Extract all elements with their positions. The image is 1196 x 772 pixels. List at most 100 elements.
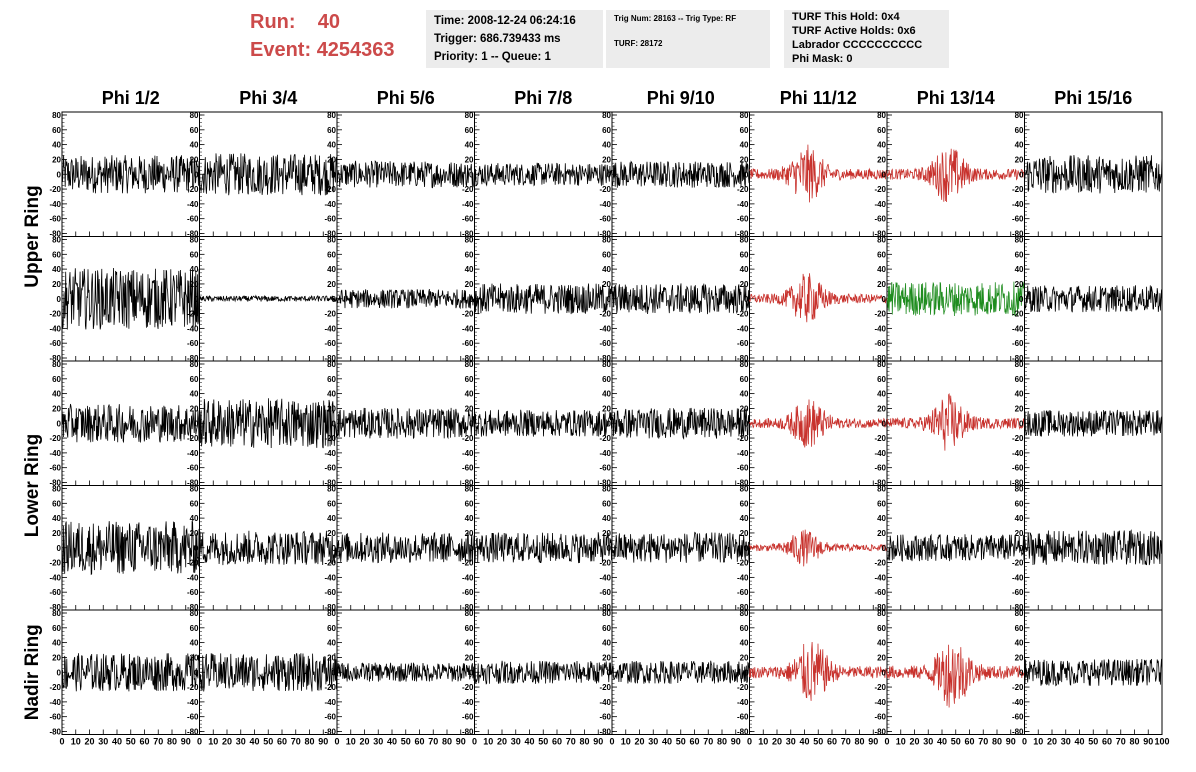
y-tick-label: 40	[1015, 390, 1024, 399]
y-tick-label: -60	[187, 464, 199, 473]
x-tick-label: 30	[1061, 737, 1071, 747]
y-tick-label: 40	[52, 639, 61, 648]
y-tick-label: 60	[190, 624, 199, 633]
waveform-trace	[611, 283, 750, 315]
y-tick-label: 0	[469, 170, 474, 179]
x-tick-label: 20	[84, 737, 94, 747]
y-tick-label: 80	[52, 360, 61, 369]
column-label: Phi 1/2	[102, 88, 160, 108]
y-tick-label: -80	[324, 728, 336, 737]
y-tick-label: 40	[327, 390, 336, 399]
x-tick-label: 60	[139, 737, 149, 747]
x-tick-label: 80	[992, 737, 1002, 747]
y-tick-label: 40	[327, 514, 336, 523]
y-tick-label: 80	[327, 111, 336, 120]
y-tick-label: 20	[602, 653, 611, 662]
y-tick-label: 80	[602, 111, 611, 120]
y-tick-label: 40	[465, 514, 474, 523]
y-tick-label: 20	[1015, 280, 1024, 289]
x-tick-label: 40	[524, 737, 534, 747]
y-tick-label: 20	[877, 280, 886, 289]
event-label: Event:	[250, 39, 312, 61]
y-tick-label: 40	[1015, 265, 1024, 274]
y-tick-label: 0	[332, 170, 337, 179]
y-tick-label: 60	[327, 250, 336, 259]
y-tick-label: 60	[1015, 375, 1024, 384]
y-tick-label: -80	[599, 603, 611, 612]
y-tick-label: -20	[737, 559, 749, 568]
y-tick-label: 20	[52, 155, 61, 164]
y-tick-label: 20	[327, 155, 336, 164]
y-tick-label: 40	[465, 265, 474, 274]
y-tick-label: -40	[324, 324, 336, 333]
y-tick-label: -60	[874, 464, 886, 473]
y-tick-label: 20	[602, 280, 611, 289]
column-label: Phi 13/14	[917, 88, 995, 108]
x-tick-label: 90	[456, 737, 466, 747]
y-tick-label: -80	[599, 728, 611, 737]
y-tick-label: 80	[602, 236, 611, 245]
y-tick-label: 0	[194, 295, 199, 304]
y-tick-label: 80	[190, 360, 199, 369]
x-tick-label: 50	[263, 737, 273, 747]
y-tick-label: -60	[1012, 464, 1024, 473]
y-tick-label: -40	[599, 200, 611, 209]
x-tick-label: 0	[884, 737, 889, 747]
y-tick-label: 0	[882, 419, 887, 428]
turf-text: TURF: 28172	[614, 39, 663, 48]
y-tick-label: -20	[737, 434, 749, 443]
y-tick-label: -80	[599, 354, 611, 363]
y-tick-label: 40	[602, 141, 611, 150]
y-tick-label: -80	[462, 603, 474, 612]
column-label: Phi 5/6	[377, 88, 435, 108]
x-tick-label: 40	[112, 737, 122, 747]
x-tick-label: 0	[472, 737, 477, 747]
y-tick-label: -80	[462, 354, 474, 363]
ring-label: Lower Ring	[22, 434, 43, 537]
y-tick-label: 60	[52, 624, 61, 633]
y-tick-label: -40	[324, 698, 336, 707]
x-tick-label: 40	[387, 737, 397, 747]
x-tick-label: 30	[923, 737, 933, 747]
y-tick-label: 20	[877, 653, 886, 662]
y-tick-label: -20	[599, 683, 611, 692]
y-tick-label: -20	[599, 434, 611, 443]
y-tick-label: -60	[1012, 339, 1024, 348]
y-tick-label: -40	[874, 200, 886, 209]
y-tick-label: -20	[1012, 434, 1024, 443]
y-tick-label: 0	[882, 295, 887, 304]
waveform-trace	[199, 153, 338, 196]
y-tick-label: 40	[602, 514, 611, 523]
y-tick-label: 40	[1015, 639, 1024, 648]
y-tick-label: -80	[737, 603, 749, 612]
y-tick-label: -40	[187, 449, 199, 458]
y-tick-label: 60	[602, 375, 611, 384]
y-tick-label: 40	[740, 265, 749, 274]
y-tick-label: -20	[737, 683, 749, 692]
y-tick-label: 80	[740, 111, 749, 120]
y-tick-label: 40	[465, 639, 474, 648]
x-tick-label: 90	[593, 737, 603, 747]
y-tick-label: 80	[877, 111, 886, 120]
trigger-info-box: Time: 2008-12-24 06:24:16 Trigger: 686.7…	[426, 10, 603, 68]
waveform-trace	[749, 144, 888, 203]
y-tick-label: -40	[874, 698, 886, 707]
y-tick-label: -20	[1012, 559, 1024, 568]
event-line: Event: 4254363	[250, 36, 395, 64]
x-tick-label: 90	[731, 737, 741, 747]
x-tick-label: 70	[1116, 737, 1126, 747]
y-tick-label: -20	[462, 310, 474, 319]
y-tick-label: 60	[1015, 126, 1024, 135]
y-tick-label: 0	[57, 295, 62, 304]
y-tick-label: -80	[324, 603, 336, 612]
phi-mask-text: Phi Mask: 0	[792, 53, 853, 65]
y-tick-label: -80	[324, 230, 336, 239]
y-tick-label: -80	[1012, 230, 1024, 239]
y-tick-label: 80	[465, 111, 474, 120]
y-tick-label: 80	[190, 236, 199, 245]
y-tick-label: 0	[882, 668, 887, 677]
x-tick-label: 60	[827, 737, 837, 747]
y-tick-label: 80	[740, 236, 749, 245]
x-tick-label: 40	[937, 737, 947, 747]
x-tick-label: 90	[1143, 737, 1153, 747]
